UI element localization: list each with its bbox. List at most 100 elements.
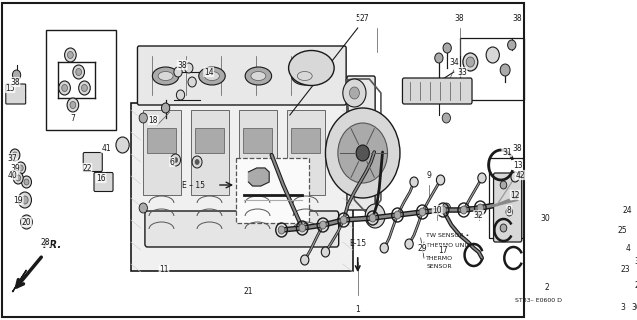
Circle shape	[463, 53, 478, 71]
FancyBboxPatch shape	[494, 173, 522, 242]
Circle shape	[64, 48, 76, 62]
Ellipse shape	[251, 71, 266, 81]
Text: 31: 31	[502, 148, 512, 156]
Bar	[46, 30, 116, 130]
Bar	[489, 158, 524, 238]
Circle shape	[442, 113, 450, 123]
Text: 9: 9	[427, 171, 431, 180]
Text: E – 15: E – 15	[182, 180, 205, 189]
Circle shape	[394, 211, 401, 219]
Bar	[143, 110, 180, 195]
Text: 23: 23	[620, 266, 630, 275]
Text: FR.: FR.	[43, 240, 62, 250]
Text: 5: 5	[355, 13, 360, 22]
Bar	[578, 178, 594, 193]
Circle shape	[21, 215, 32, 229]
Text: 33: 33	[457, 68, 467, 76]
FancyBboxPatch shape	[403, 78, 472, 104]
Circle shape	[13, 152, 17, 158]
Ellipse shape	[204, 71, 220, 81]
Text: THERMO UNIT: THERMO UNIT	[427, 243, 471, 247]
Bar	[196, 128, 224, 153]
Circle shape	[188, 77, 196, 87]
Text: 1: 1	[355, 306, 360, 315]
Circle shape	[62, 84, 68, 92]
Circle shape	[320, 221, 326, 229]
Bar	[292, 128, 320, 153]
Circle shape	[478, 173, 486, 183]
Text: TW SENSOR •: TW SENSOR •	[427, 233, 470, 237]
Circle shape	[340, 216, 347, 224]
Text: 34: 34	[449, 58, 459, 67]
Circle shape	[79, 81, 90, 95]
Bar	[236, 158, 309, 223]
Circle shape	[619, 247, 627, 257]
Text: ST83– E0600 D: ST83– E0600 D	[515, 298, 562, 302]
Circle shape	[369, 214, 376, 222]
Circle shape	[627, 235, 635, 245]
Circle shape	[410, 177, 419, 187]
Circle shape	[82, 84, 87, 92]
Circle shape	[561, 220, 574, 236]
Text: 19: 19	[13, 196, 23, 204]
Text: 18: 18	[148, 116, 158, 124]
Circle shape	[192, 156, 202, 168]
FancyBboxPatch shape	[347, 76, 375, 210]
Circle shape	[440, 206, 447, 214]
Circle shape	[436, 175, 445, 185]
Circle shape	[24, 219, 29, 225]
Circle shape	[321, 247, 329, 257]
Ellipse shape	[292, 67, 318, 85]
Circle shape	[365, 204, 385, 228]
Text: 41: 41	[101, 143, 111, 153]
Circle shape	[461, 206, 467, 214]
Circle shape	[435, 53, 443, 63]
Circle shape	[116, 137, 129, 153]
Text: 36: 36	[631, 303, 637, 313]
Circle shape	[500, 224, 507, 232]
Text: 16: 16	[96, 173, 106, 182]
Polygon shape	[13, 270, 27, 292]
FancyBboxPatch shape	[138, 46, 346, 105]
Text: 29: 29	[417, 244, 427, 252]
Circle shape	[76, 68, 82, 76]
Text: 8: 8	[507, 205, 512, 214]
Text: 2: 2	[544, 284, 549, 292]
Text: 20: 20	[22, 218, 31, 227]
Text: 24: 24	[623, 205, 633, 214]
Bar	[131, 103, 353, 271]
Bar	[460, 38, 524, 100]
Text: 32: 32	[474, 211, 483, 220]
Text: 38: 38	[513, 13, 522, 22]
Circle shape	[13, 172, 23, 184]
Circle shape	[343, 79, 366, 107]
Circle shape	[67, 98, 79, 112]
Circle shape	[301, 255, 309, 265]
Circle shape	[511, 172, 519, 182]
Circle shape	[506, 208, 513, 216]
Circle shape	[442, 203, 450, 213]
Text: 39: 39	[10, 164, 20, 172]
Circle shape	[326, 108, 400, 198]
Text: 14: 14	[204, 68, 213, 76]
Circle shape	[512, 191, 519, 199]
Text: 12: 12	[510, 190, 520, 199]
Circle shape	[59, 81, 71, 95]
Circle shape	[139, 113, 147, 123]
Ellipse shape	[297, 71, 312, 81]
Bar	[191, 110, 229, 195]
Circle shape	[174, 67, 182, 77]
FancyBboxPatch shape	[94, 172, 113, 191]
Bar	[563, 162, 584, 180]
Ellipse shape	[553, 213, 582, 243]
Circle shape	[173, 157, 178, 163]
Bar	[147, 128, 176, 153]
Circle shape	[466, 57, 475, 67]
Circle shape	[278, 226, 285, 234]
Text: 11: 11	[159, 266, 169, 275]
Ellipse shape	[245, 67, 271, 85]
Circle shape	[24, 179, 29, 185]
Circle shape	[185, 63, 193, 73]
Text: 38: 38	[513, 143, 522, 153]
Circle shape	[443, 43, 452, 53]
